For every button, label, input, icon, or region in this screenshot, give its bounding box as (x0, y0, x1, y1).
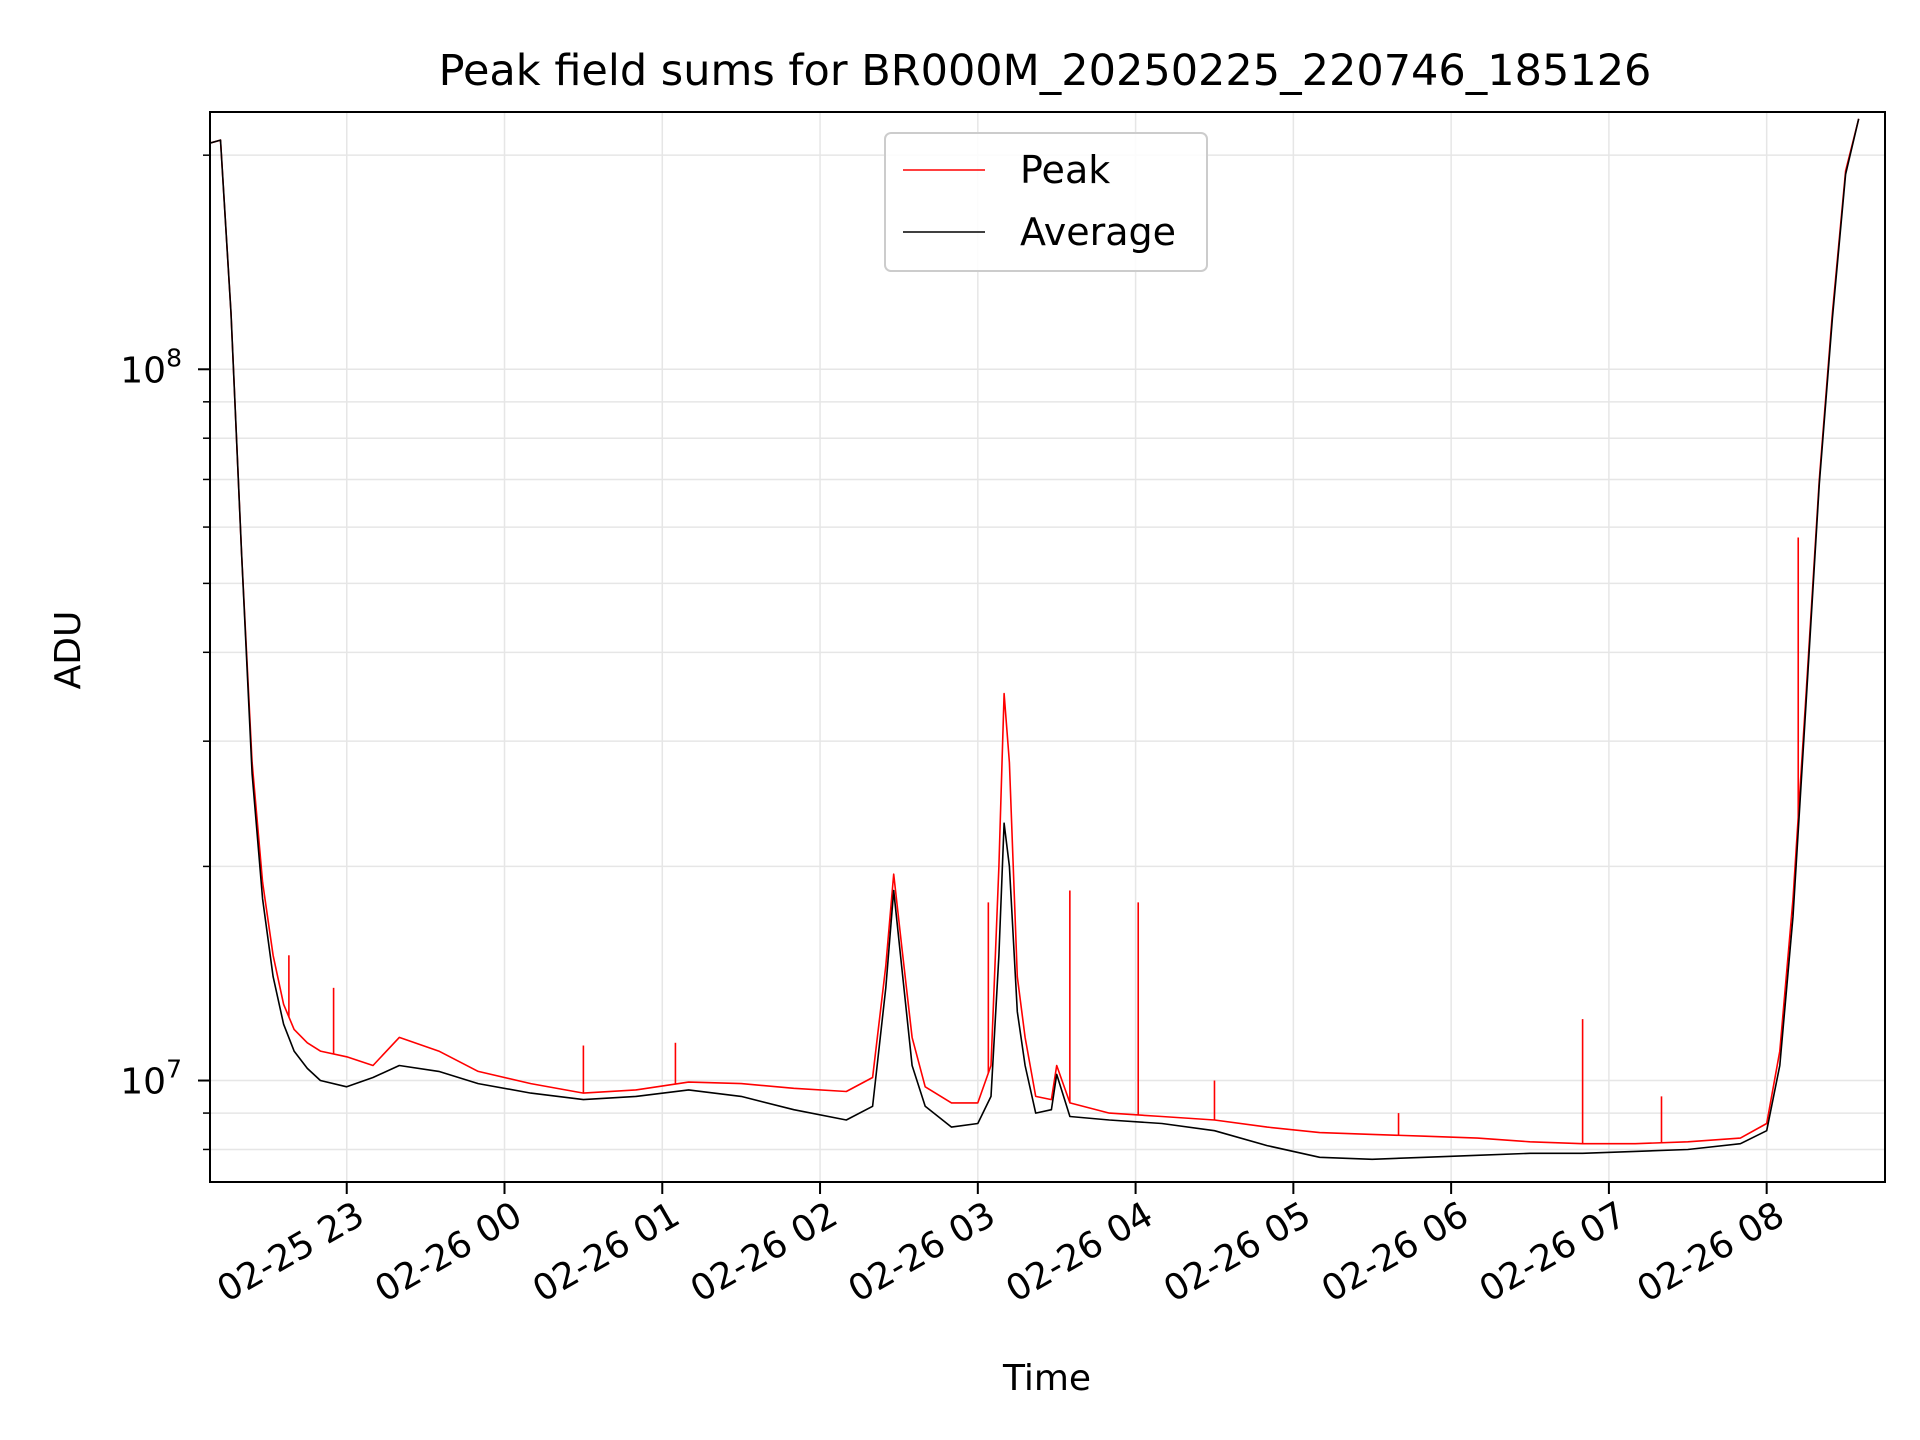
series-group (210, 118, 1860, 1161)
series-line-peak (210, 118, 1860, 1145)
legend-label-peak: Peak (1020, 148, 1110, 192)
plot-area (210, 112, 1885, 1182)
x-axis-label: Time (1002, 1358, 1091, 1399)
y-axis-label: ADU (48, 611, 89, 690)
y-tick-label: 107 (120, 1055, 182, 1103)
y-tick-exponent: 8 (166, 343, 182, 372)
grid (210, 112, 1885, 1182)
legend-label-average: Average (1020, 210, 1176, 254)
legend: Peak Average (884, 132, 1208, 272)
y-tick-label: 108 (120, 343, 182, 391)
y-tick-base: 10 (120, 1062, 166, 1103)
y-tick-exponent: 7 (166, 1055, 182, 1084)
y-tick-base: 10 (120, 350, 166, 391)
series-line-average (210, 118, 1860, 1161)
legend-box (884, 132, 1208, 272)
chart-title: Peak field sums for BR000M_20250225_2207… (439, 46, 1652, 96)
plot-frame (209, 111, 1886, 1183)
